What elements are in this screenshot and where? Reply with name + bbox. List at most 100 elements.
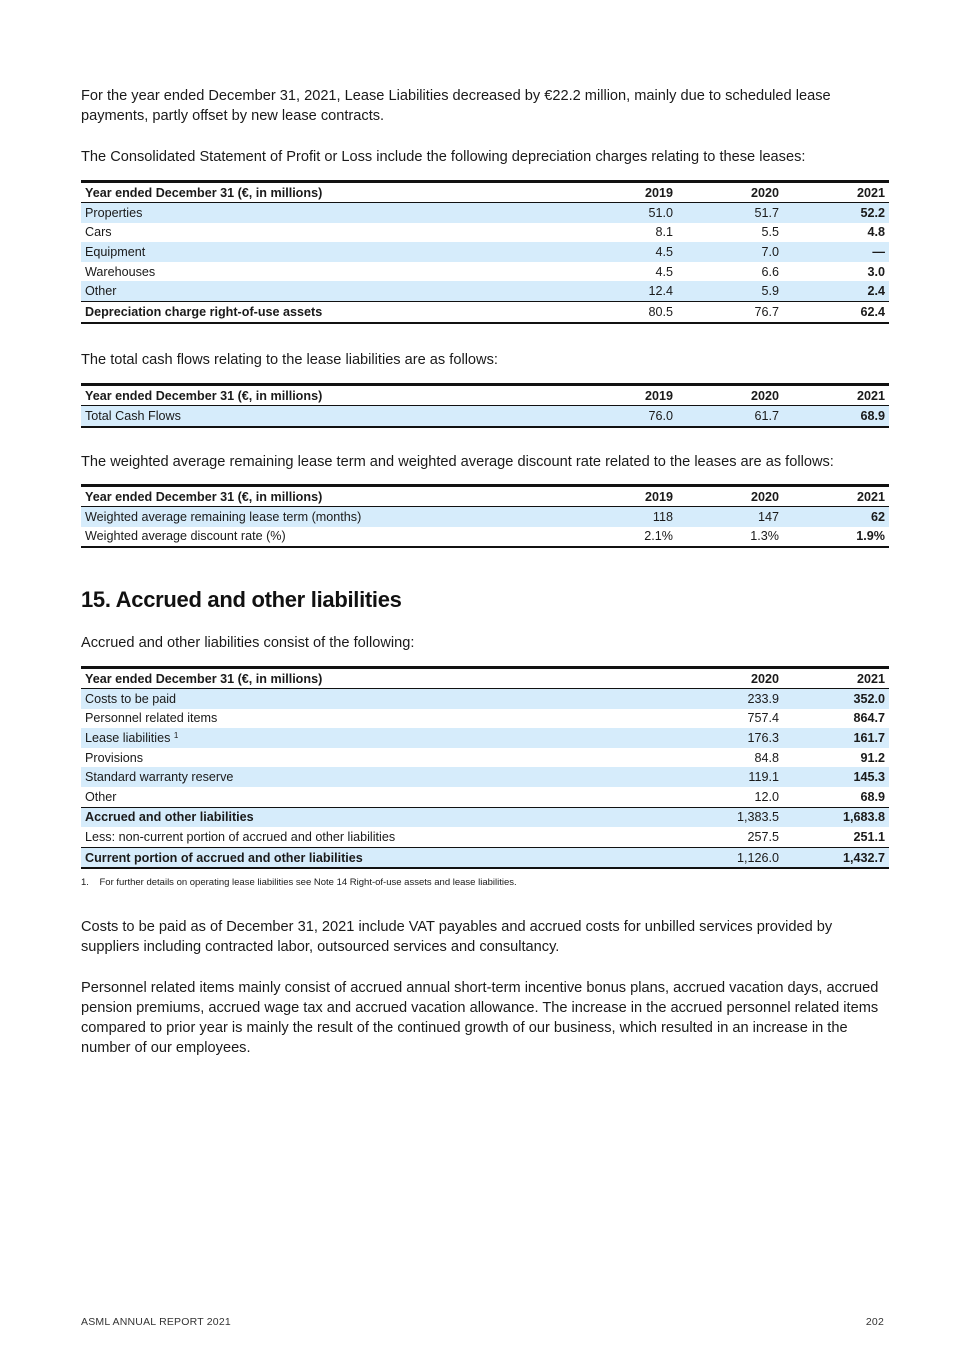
cell-value: 12.4 — [571, 281, 677, 302]
cell-value: 4.5 — [655, 264, 673, 279]
cell-value: 257.5 — [747, 829, 779, 844]
cell-value: 4.5 — [571, 242, 677, 262]
table-header-row: Year ended December 31 (€, in millions) … — [81, 666, 889, 689]
column-header: 2019 — [571, 383, 677, 406]
column-header: 2020 — [677, 180, 783, 203]
row-label: Properties — [81, 202, 571, 223]
cell-value: 147 — [677, 506, 783, 527]
table-row: Less: non-current portion of accrued and… — [81, 827, 889, 847]
cell-value: 176.3 — [677, 728, 783, 748]
cell-value: 1,432.7 — [783, 846, 889, 870]
table-header-row: Year ended December 31 (€, in millions) … — [81, 383, 889, 406]
table-header-row: Year ended December 31 (€, in millions) … — [81, 484, 889, 507]
cell-value: 119.1 — [677, 767, 783, 787]
cell-value: 1,683.8 — [783, 806, 889, 828]
cell-value: 68.9 — [860, 789, 885, 804]
table-row: Provisions 84.8 91.2 — [81, 748, 889, 768]
cell-value: 1.3% — [677, 526, 783, 549]
column-header: 2021 — [783, 180, 889, 203]
column-header: 2019 — [571, 180, 677, 203]
row-label: Personnel related items — [85, 711, 218, 726]
cell-value: 62 — [783, 506, 889, 527]
cell-value: 145.3 — [783, 767, 889, 787]
table-row: Costs to be paid 233.9 352.0 — [81, 688, 889, 709]
column-header: Year ended December 31 (€, in millions) — [81, 666, 677, 689]
row-label: Equipment — [81, 242, 571, 262]
table-total-row: Current portion of accrued and other lia… — [81, 846, 889, 870]
row-label: Less: non-current portion of accrued and… — [85, 829, 396, 844]
section-heading: 15. Accrued and other liabilities — [81, 587, 402, 612]
column-header: 2021 — [783, 484, 889, 507]
weighted-table: Year ended December 31 (€, in millions) … — [81, 484, 889, 549]
cell-value: 1,126.0 — [677, 846, 783, 870]
cell-value: — — [783, 242, 889, 262]
cell-value: 51.7 — [677, 202, 783, 223]
cell-value: 2.4 — [783, 281, 889, 302]
accrued-table: Year ended December 31 (€, in millions) … — [81, 666, 889, 870]
cell-value: 52.2 — [783, 202, 889, 223]
table-row: Standard warranty reserve 119.1 145.3 — [81, 767, 889, 787]
cell-value: 4.8 — [867, 225, 885, 240]
column-header: 2020 — [677, 666, 783, 689]
cell-value: 1.9% — [783, 526, 889, 549]
cell-value: 5.9 — [677, 281, 783, 302]
cell-value: 2.1% — [571, 526, 677, 549]
table-row: Personnel related items 757.4 864.7 — [81, 709, 889, 729]
cell-value: 51.0 — [571, 202, 677, 223]
row-label: Weighted average discount rate (%) — [81, 526, 571, 549]
cashflow-table: Year ended December 31 (€, in millions) … — [81, 383, 889, 428]
cell-value: 352.0 — [783, 688, 889, 709]
table-row: Lease liabilities 1 176.3 161.7 — [81, 728, 889, 748]
row-label: Current portion of accrued and other lia… — [81, 846, 677, 870]
table-row: Weighted average discount rate (%) 2.1% … — [81, 526, 889, 549]
row-label: Other — [85, 789, 117, 804]
cell-value: 12.0 — [754, 789, 779, 804]
row-label: Total Cash Flows — [81, 405, 571, 428]
row-label: Accrued and other liabilities — [81, 806, 677, 828]
cell-value: 62.4 — [783, 300, 889, 324]
depreciation-table: Year ended December 31 (€, in millions) … — [81, 180, 889, 324]
weighted-intro: The weighted average remaining lease ter… — [81, 454, 834, 470]
column-header: Year ended December 31 (€, in millions) — [81, 180, 571, 203]
cell-value: 161.7 — [783, 728, 889, 748]
table-row: Weighted average remaining lease term (m… — [81, 506, 889, 527]
intro-paragraph: For the year ended December 31, 2021, Le… — [81, 88, 831, 124]
column-header: 2019 — [571, 484, 677, 507]
cell-value: 864.7 — [853, 711, 885, 726]
cell-value: 68.9 — [783, 405, 889, 428]
cell-value: 6.6 — [761, 264, 779, 279]
cell-value: 91.2 — [860, 750, 885, 765]
row-label: Costs to be paid — [81, 688, 677, 709]
table-row: Other 12.4 5.9 2.4 — [81, 281, 889, 302]
table-total-row: Depreciation charge right-of-use assets … — [81, 300, 889, 324]
cell-value: 8.1 — [655, 225, 673, 240]
table-row: Total Cash Flows 76.0 61.7 68.9 — [81, 405, 889, 428]
row-label: Depreciation charge right-of-use assets — [81, 300, 571, 324]
row-label-cell: Lease liabilities 1 — [81, 728, 677, 748]
footer-report-title: ASML ANNUAL REPORT 2021 — [81, 1316, 231, 1328]
table-subtotal-row: Accrued and other liabilities 1,383.5 1,… — [81, 806, 889, 828]
table-row: Equipment 4.5 7.0 — — [81, 242, 889, 262]
depreciation-intro: The Consolidated Statement of Profit or … — [81, 149, 806, 165]
table-row: Properties 51.0 51.7 52.2 — [81, 202, 889, 223]
column-header: 2021 — [783, 383, 889, 406]
footnote-marker: 1 — [173, 730, 179, 740]
cell-value: 61.7 — [677, 405, 783, 428]
personnel-paragraph: Personnel related items mainly consist o… — [81, 980, 879, 1056]
column-header: Year ended December 31 (€, in millions) — [81, 383, 571, 406]
row-label: Lease liabilities — [85, 730, 171, 745]
cell-value: 1,383.5 — [677, 806, 783, 828]
table-row: Warehouses 4.5 6.6 3.0 — [81, 262, 889, 282]
column-header: 2021 — [783, 666, 889, 689]
row-label: Warehouses — [85, 264, 156, 279]
cell-value: 5.5 — [761, 225, 779, 240]
table-footnote: 1. For further details on operating leas… — [81, 877, 517, 888]
row-label: Provisions — [85, 750, 144, 765]
cell-value: 7.0 — [677, 242, 783, 262]
row-label: Other — [81, 281, 571, 302]
row-label: Weighted average remaining lease term (m… — [81, 506, 571, 527]
cell-value: 251.1 — [853, 829, 885, 844]
column-header: 2020 — [677, 484, 783, 507]
column-header: 2020 — [677, 383, 783, 406]
cashflow-intro: The total cash flows relating to the lea… — [81, 352, 498, 368]
